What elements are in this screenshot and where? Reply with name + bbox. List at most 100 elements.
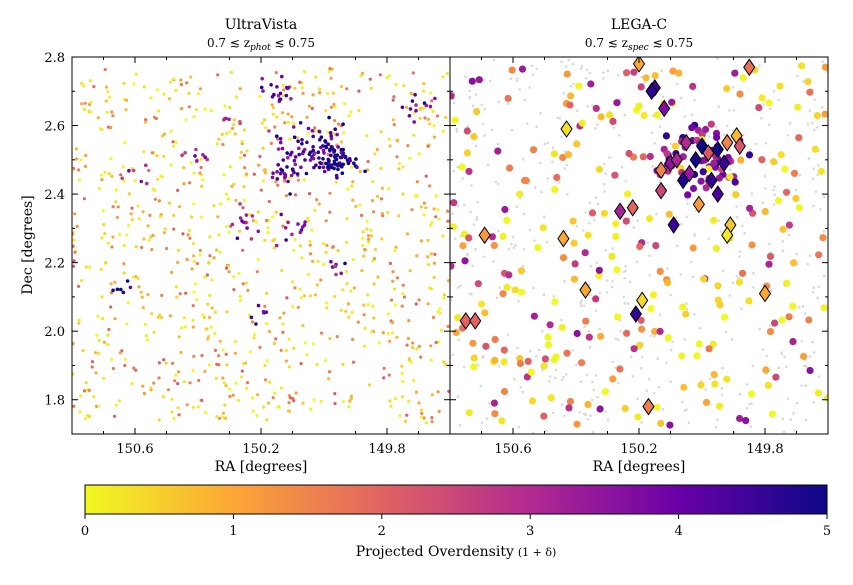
legac-point [695,340,703,348]
ultravista-point [192,254,196,258]
legac-background-point [681,400,684,404]
ultravista-point [95,333,99,337]
ultravista-point [284,359,288,363]
legac-background-point [476,363,480,367]
ultravista-point [215,248,219,252]
legac-point [588,209,597,217]
ultravista-xtick-label: 149.8 [368,442,405,457]
ultravista-point [157,199,161,203]
legac-background-point [594,374,598,377]
ultravista-point [103,232,107,236]
legac-background-point [811,177,815,180]
ultravista-point [281,330,285,334]
legac-point [636,242,644,251]
legac-background-point [579,380,583,384]
ultravista-point [176,260,180,265]
ultravista-point [196,405,200,409]
legac-point [745,297,753,305]
ultravista-point [100,178,104,182]
legac-point [503,283,511,291]
ultravista-cluster-point [131,168,136,173]
ultravista-point [349,394,353,398]
ultravista-point [77,168,81,172]
legac-point [499,290,507,298]
ultravista-point [224,384,228,388]
legac-background-point [693,99,696,102]
ultravista-point [361,71,365,75]
legac-point [500,358,508,366]
ultravista-point [333,392,337,396]
legac-point [614,313,622,321]
ultravista-point [434,340,438,345]
ultravista-cluster-point [119,287,123,292]
legac-background-point [786,134,789,137]
ultravista-point [327,69,331,74]
legac-background-point [618,134,621,137]
ultravista-point [430,99,434,103]
ultravista-cluster-point [303,220,307,224]
ultravista-point [174,140,178,145]
legac-point [811,145,819,153]
ultravista-point [232,123,236,127]
ultravista-point [427,263,431,267]
legac-background-point [514,244,517,247]
legac-point [582,317,590,325]
ultravista-point [366,303,370,307]
ultravista-point [406,336,410,341]
colorbar-tick-label: 5 [823,524,831,539]
ultravista-point [262,405,266,409]
legac-background-point [585,76,588,80]
legac-background-point [551,146,555,150]
legac-background-point [811,291,815,294]
ultravista-point [122,243,126,248]
ultravista-point [398,414,402,418]
legac-background-point [515,205,519,208]
ultravista-point [110,174,114,178]
ultravista-cluster-point [194,147,198,152]
ultravista-point [417,401,421,405]
legac-background-point [486,163,490,167]
legac-background-point [731,86,735,89]
legac-point [663,150,671,158]
legac-background-point [516,346,519,350]
legac-point [651,327,659,335]
legac-xlabel: RA [degrees] [593,459,686,475]
legac-point [470,133,478,141]
legac-background-point [769,289,773,292]
legac-background-point [740,224,744,228]
legac-background-point [604,410,607,413]
legac-background-point [506,102,510,105]
ultravista-point [176,248,181,252]
legac-point [450,262,455,270]
legac-background-point [572,82,575,86]
legac-point [689,184,698,193]
ultravista-cluster-point [308,158,313,162]
ultravista-point [345,217,349,221]
ultravista-point [146,224,150,228]
ultravista-point [315,283,319,287]
legac-background-point [675,82,679,86]
ultravista-point [130,381,134,386]
legac-point [551,185,559,194]
ultravista-point [424,206,428,210]
legac-background-point [752,286,755,289]
legac-point [623,329,631,337]
legac-background-point [462,365,466,369]
ultravista-point [361,243,365,247]
legac-point [498,417,506,425]
ultravista-point [171,144,175,148]
legac-background-point [768,324,772,328]
legac-point [605,111,614,119]
ultravista-point [123,363,127,368]
legac-background-point [624,264,627,268]
ultravista-point [77,178,81,182]
ultravista-point [84,153,88,158]
ultravista-ytick-label: 2.8 [44,51,65,66]
legac-diamond-point [613,202,627,221]
ultravista-point [306,131,310,136]
ultravista-cluster-point [329,153,333,158]
ultravista-point [142,150,146,154]
ultravista-point [156,177,160,181]
ultravista-point [366,168,370,172]
